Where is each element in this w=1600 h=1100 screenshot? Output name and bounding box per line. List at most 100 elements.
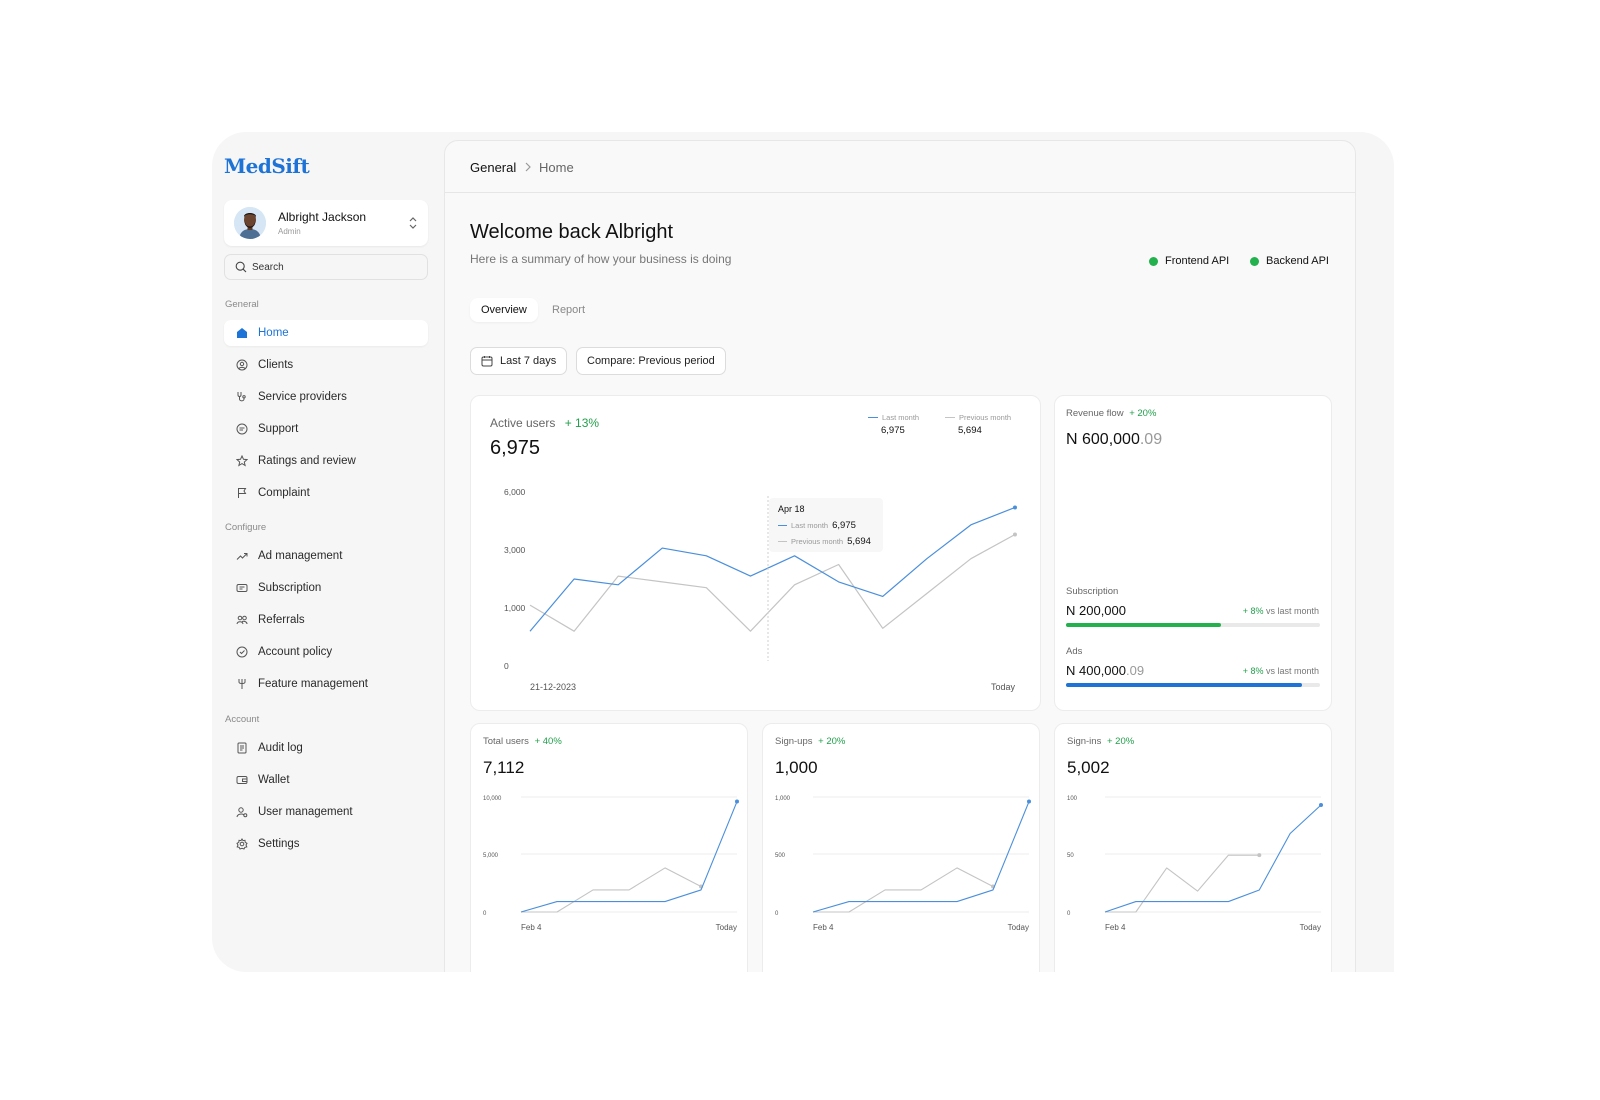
tooltip-last-value: 6,975 [832,520,856,531]
tab-overview[interactable]: Overview [470,298,538,322]
sidebar-item-label: Subscription [258,582,322,594]
sidebar-item-label: User management [258,806,353,818]
series-line [529,506,1016,632]
avatar [234,207,266,239]
user-gear-icon [236,806,248,818]
ticket-icon [236,582,248,594]
chevron-up-down-icon [409,217,417,229]
subscription-change: + 8% vs last month [1243,606,1319,616]
user-role: Admin [278,227,301,236]
date-range-button[interactable]: Last 7 days [470,347,568,375]
revenue-value-main: N 600,000 [1066,431,1140,448]
sidebar-item-label: Ad management [258,550,343,562]
signups-chart: 0 500 1,000 Feb 4 Today [775,796,1031,932]
tooltip-last-label: Last month [791,521,829,530]
sidebar-item-label: Feature management [258,678,368,690]
series-end-point [1027,799,1031,804]
y-tick-label: 0 [775,911,779,917]
sidebar-item-complaint[interactable]: Complaint [224,480,428,506]
revenue-delta: + 20% [1129,408,1157,419]
subscription-delta: + 8% [1242,606,1264,616]
sidebar-item-label: Ratings and review [258,455,356,467]
legend-label: Previous month [959,413,1012,422]
sidebar-item-label: Support [258,423,299,435]
page-title: Welcome back Albright [470,221,674,243]
x-tick-label: Today [991,682,1016,692]
series-end-point [1013,505,1017,510]
y-tick-label: 500 [775,853,786,859]
legend-label: Last month [882,413,920,422]
sidebar-item-feature-management[interactable]: Feature management [224,671,428,697]
sidebar-item-home[interactable]: Home [224,320,428,346]
document-icon [236,742,248,754]
x-tick-label: Today [1008,923,1029,932]
ads-value-main: N 400,000 [1066,663,1126,678]
sidebar-item-label: Service providers [258,391,347,403]
signins-delta: + 20% [1106,736,1135,747]
sidebar-item-account-policy[interactable]: Account policy [224,639,428,665]
chevron-right-icon [525,162,531,172]
sidebar-item-label: Audit log [258,742,303,754]
signins-label: Sign-ins [1067,736,1102,747]
active-users-chart: 0 1,000 3,000 6,000 21-12-2023 Today [504,487,1017,692]
x-tick-label: Today [716,923,737,932]
ads-value: N 400,000.09 [1066,663,1144,678]
breadcrumb-parent[interactable]: General [470,160,517,175]
status-backend-api: Backend API [1250,255,1329,267]
search-input[interactable] [252,260,412,275]
ads-delta-suffix: vs last month [1265,666,1319,676]
revenue-value-decimal: .09 [1139,431,1163,448]
sidebar-item-ad-management[interactable]: Ad management [224,543,428,569]
page-subtitle: Here is a summary of how your business i… [470,252,732,266]
total-users-chart: 0 5,000 10,000 Feb 4 Today [483,796,739,932]
revenue-label: Revenue flow [1066,408,1124,419]
sidebar-item-audit-log[interactable]: Audit log [224,735,428,761]
tooltip-prev-row: Previous month 5,694 [778,536,871,547]
message-icon [236,423,248,435]
sidebar-item-support[interactable]: Support [224,416,428,442]
subscription-delta-suffix: vs last month [1265,606,1319,616]
series-end-point [1319,802,1323,807]
sidebar: MedSift Albright Jackson Admin [212,132,450,972]
calendar-icon [481,356,493,367]
sidebar-item-service-providers[interactable]: Service providers [224,384,428,410]
sidebar-item-clients[interactable]: Clients [224,352,428,378]
search-box[interactable] [224,254,428,280]
sidebar-item-settings[interactable]: Settings [224,831,428,857]
tooltip-swatch [778,524,787,527]
y-tick-label: 0 [483,911,487,917]
compare-label: Compare: Previous period [587,355,715,367]
breadcrumb: General Home [445,141,1355,193]
legend-last-month: Last month [868,413,919,422]
compare-button[interactable]: Compare: Previous period [576,347,726,375]
ads-label: Ads [1066,646,1083,657]
active-users-label: Active users [490,416,556,430]
tab-report[interactable]: Report [552,304,586,316]
sidebar-item-user-management[interactable]: User management [224,799,428,825]
ads-change: + 8% vs last month [1243,666,1319,676]
signins-title: Sign-ins + 20% [1067,736,1134,747]
sidebar-item-wallet[interactable]: Wallet [224,767,428,793]
user-circle-icon [236,359,248,371]
legend-swatch [945,416,955,419]
tooltip-date: Apr 18 [778,504,805,514]
home-icon [236,327,248,339]
trending-up-icon [236,550,248,562]
app-logo[interactable]: MedSift [224,154,310,178]
sidebar-item-ratings[interactable]: Ratings and review [224,448,428,474]
user-name: Albright Jackson [278,210,367,224]
total-users-value: 7,112 [483,758,525,777]
sidebar-item-referrals[interactable]: Referrals [224,607,428,633]
chart-tooltip: Apr 18 Last month 6,975 Previous month 5… [769,498,883,552]
signups-card: Sign-ups + 20% 1,000 0 500 1,000 Feb 4 Today [762,723,1040,972]
series-line [1105,854,1260,913]
legend-last-month-value: 6,975 [881,425,905,436]
signups-label: Sign-ups [775,736,813,747]
series-end-point [735,799,739,804]
subscription-value: N 200,000 [1066,603,1126,618]
sidebar-item-label: Settings [258,838,300,850]
user-switcher[interactable]: Albright Jackson Admin [224,200,428,246]
fork-icon [236,678,248,690]
status-dot [1149,256,1158,266]
sidebar-item-subscription[interactable]: Subscription [224,575,428,601]
